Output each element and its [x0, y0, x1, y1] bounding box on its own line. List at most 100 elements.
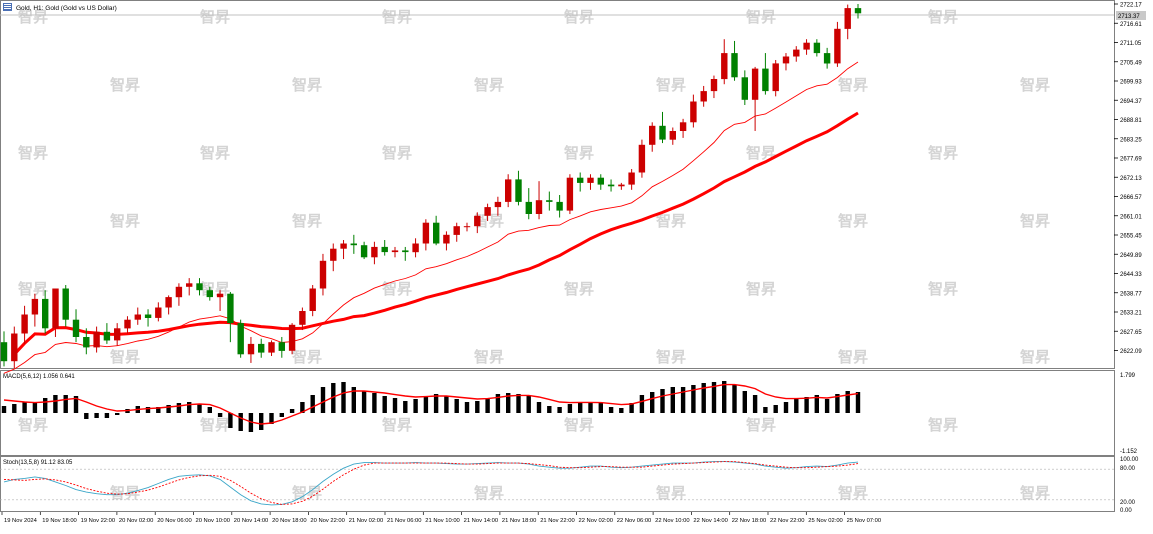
- stoch-axis-label: 80.00: [1120, 466, 1136, 472]
- stoch-label: Stoch(13,5,8) 91.12 83.05: [3, 460, 73, 466]
- macd-bar: [228, 413, 233, 428]
- macd-bar: [608, 407, 614, 413]
- candle-body: [823, 53, 831, 64]
- macd-bar: [742, 391, 747, 413]
- watermark-text: 智昇: [200, 416, 230, 434]
- macd-bar: [259, 413, 264, 430]
- candle-body: [422, 222, 430, 244]
- time-tick-label: 22 Nov 10:00: [655, 518, 689, 524]
- macd-axis-label: 1.799: [1120, 373, 1136, 379]
- macd-bar: [320, 387, 326, 413]
- candle: [124, 316, 131, 334]
- macd-bar: [814, 395, 819, 413]
- candle-body: [309, 288, 316, 311]
- candle-body: [93, 331, 100, 348]
- time-tick-label: 20 Nov 14:00: [234, 518, 268, 524]
- macd-bar: [804, 397, 809, 413]
- price-tick-label: 2661.01: [1120, 214, 1142, 220]
- candle: [659, 111, 666, 144]
- candle: [453, 222, 460, 242]
- price-tick-label: 2644.33: [1120, 272, 1142, 278]
- candle: [371, 241, 378, 265]
- macd-bar: [670, 387, 675, 413]
- macd-bar: [629, 403, 634, 413]
- macd-bar: [341, 382, 346, 413]
- time-tick-label: 21 Nov 22:00: [540, 518, 574, 524]
- candle: [31, 293, 39, 327]
- current-price-value: 2713.37: [1118, 14, 1140, 20]
- macd-signal-line: [3, 383, 859, 425]
- watermark-text: 智昇: [382, 144, 412, 162]
- candle-body: [319, 260, 327, 289]
- candle-body: [535, 200, 543, 214]
- time-tick-label: 21 Nov 06:00: [387, 518, 421, 524]
- watermark-text: 智昇: [200, 280, 230, 298]
- candle: [237, 319, 244, 358]
- candle: [474, 212, 481, 234]
- candle: [525, 188, 532, 220]
- candle: [638, 139, 646, 178]
- candle: [854, 4, 862, 19]
- macd-bar: [536, 402, 542, 413]
- candle-body: [402, 250, 409, 253]
- stoch-axis-label: 0.00: [1120, 508, 1132, 514]
- price-tick-label: 2716.61: [1120, 22, 1142, 28]
- candle-body: [247, 343, 255, 355]
- candlestick-series: [0, 4, 862, 369]
- price-tick-label: 2627.65: [1120, 330, 1142, 336]
- candle: [144, 309, 152, 327]
- candle: [93, 326, 100, 353]
- candle: [823, 47, 831, 69]
- candle: [690, 94, 697, 128]
- price-tick-label: 2677.69: [1120, 157, 1142, 163]
- candle-body: [762, 68, 769, 92]
- watermark-text: 智昇: [382, 8, 412, 26]
- time-tick-label: 20 Nov 10:00: [196, 518, 230, 524]
- price-tick-label: 2672.13: [1120, 176, 1142, 182]
- macd-bar: [63, 395, 68, 413]
- macd-bar: [824, 399, 830, 413]
- candle: [83, 328, 90, 355]
- candle: [710, 75, 718, 99]
- candle: [165, 295, 172, 315]
- candle-body: [618, 184, 625, 187]
- watermark-text: 智昇: [382, 416, 412, 434]
- watermark-text: 智昇: [292, 212, 322, 230]
- macd-bar: [156, 407, 161, 413]
- candle: [247, 336, 255, 363]
- window-menu-icon[interactable]: [3, 3, 12, 11]
- watermark-text: 智昇: [656, 76, 686, 94]
- candle-body: [566, 177, 574, 211]
- candle: [422, 219, 430, 251]
- candle: [52, 288, 59, 337]
- macd-bar: [104, 413, 110, 418]
- price-tick-label: 2699.93: [1120, 80, 1142, 86]
- price-tick-label: 2722.17: [1120, 3, 1142, 9]
- macd-bar: [567, 404, 573, 413]
- watermark-text: 智昇: [838, 484, 868, 502]
- candle: [649, 122, 656, 152]
- candle: [803, 39, 810, 55]
- candle-body: [854, 8, 862, 14]
- price-tick-label: 2694.37: [1120, 99, 1142, 105]
- macd-bar: [701, 383, 706, 413]
- candle: [155, 302, 162, 322]
- candle: [299, 307, 306, 331]
- macd-bar: [166, 405, 171, 413]
- candle: [443, 231, 450, 251]
- candle: [391, 246, 399, 258]
- candle: [350, 234, 357, 254]
- time-tick-label: 21 Nov 10:00: [425, 518, 459, 524]
- candle-body: [83, 337, 90, 348]
- macd-bar: [464, 402, 470, 413]
- macd-bar: [855, 392, 861, 413]
- macd-bar: [619, 408, 624, 413]
- candle: [618, 182, 625, 190]
- macd-bar: [639, 395, 645, 413]
- watermark-text: 智昇: [1020, 212, 1050, 230]
- candle: [535, 181, 543, 220]
- candle-body: [114, 328, 121, 341]
- stoch-pane-frame: [0, 456, 1115, 512]
